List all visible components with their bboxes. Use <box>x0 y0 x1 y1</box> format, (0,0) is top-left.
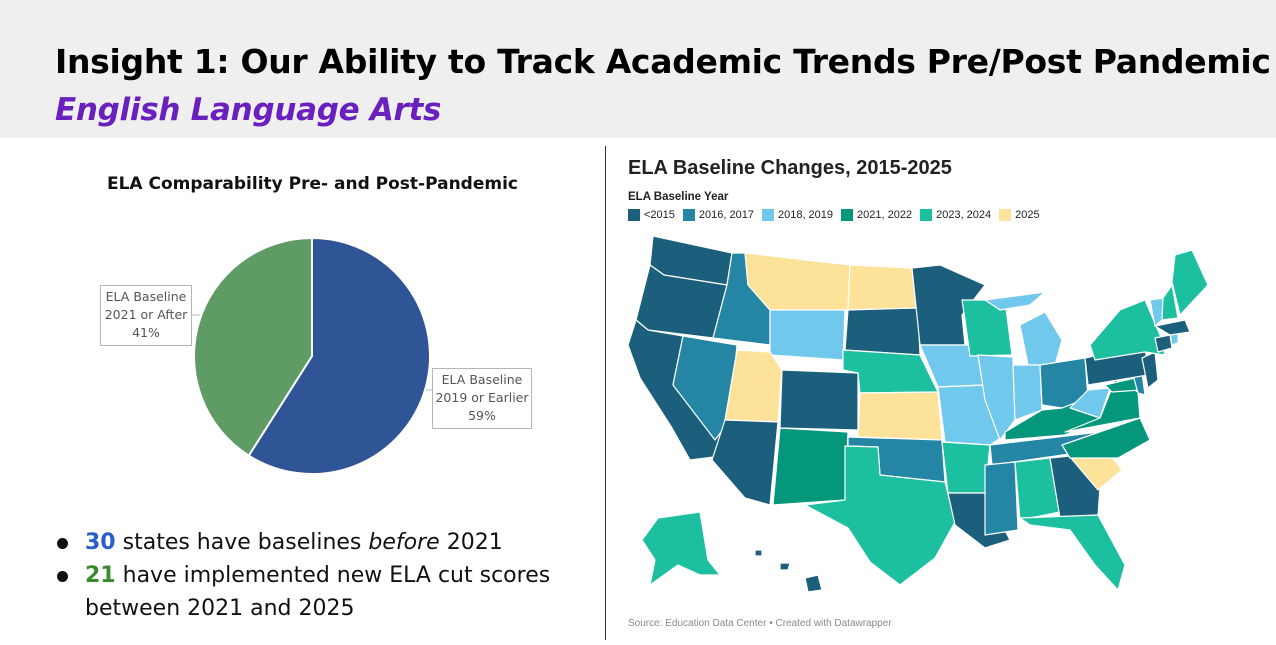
map-legend-title: ELA Baseline Year <box>628 191 729 203</box>
pie-chart <box>190 236 432 475</box>
us-state-map <box>627 235 1209 593</box>
legend-swatch <box>841 209 854 221</box>
callout-line: ELA Baseline <box>105 289 187 304</box>
state-nc[interactable] <box>1061 417 1151 459</box>
map-legend: <2015 2016, 2017 2018, 2019 2021, 2022 2… <box>628 209 1040 221</box>
vertical-divider <box>605 146 606 640</box>
state-co[interactable] <box>779 369 859 431</box>
legend-swatch <box>761 209 774 221</box>
pie-chart-title: ELA Comparability Pre- and Post-Pandemic <box>106 174 518 194</box>
callout-percent: 59% <box>468 408 496 423</box>
slide-header: Insight 1: Our Ability to Track Academic… <box>0 0 1276 138</box>
slide-subtitle: English Language Arts <box>55 92 442 128</box>
state-nh[interactable] <box>1161 284 1179 321</box>
summary-bullets: 30 states have baselines before 2021 21 … <box>55 526 595 625</box>
legend-swatch <box>682 209 695 221</box>
state-wy[interactable] <box>769 309 846 361</box>
legend-swatch <box>999 209 1012 221</box>
legend-item: 2016, 2017 <box>682 209 754 221</box>
legend-label: 2021, 2022 <box>857 209 913 221</box>
callout-line: 2019 or Earlier <box>435 390 529 405</box>
legend-item: 2023, 2024 <box>920 209 991 221</box>
legend-label: <2015 <box>644 209 675 221</box>
legend-item: 2025 <box>999 209 1040 221</box>
state-ut[interactable] <box>724 349 783 423</box>
legend-item: 2021, 2022 <box>841 209 912 221</box>
legend-label: 2016, 2017 <box>698 209 754 221</box>
legend-label: 2018, 2019 <box>777 209 834 221</box>
state-az[interactable] <box>711 419 779 506</box>
state-sd[interactable] <box>844 307 921 356</box>
state-ma[interactable] <box>1154 319 1191 336</box>
state-ms[interactable] <box>984 461 1019 536</box>
bullet-text: have implemented new ELA cut scores betw… <box>85 563 551 621</box>
state-nd[interactable] <box>847 264 919 311</box>
state-fl[interactable] <box>1019 514 1126 591</box>
legend-item: 2018, 2019 <box>761 209 834 221</box>
legend-swatch <box>920 209 933 221</box>
state-nm[interactable] <box>772 427 849 506</box>
state-ct[interactable] <box>1154 334 1173 353</box>
state-tx[interactable] <box>804 445 956 586</box>
state-la[interactable] <box>947 492 1011 549</box>
bullet-number: 30 <box>85 530 116 555</box>
state-nj[interactable] <box>1141 351 1159 389</box>
pie-callout-2019-or-earlier: ELA Baseline 2019 or Earlier 59% <box>432 368 532 429</box>
pie-slice-pre-pandemic <box>247 236 431 475</box>
bullet-number: 21 <box>85 563 116 588</box>
legend-item: <2015 <box>628 209 675 221</box>
bullet-text: 2021 <box>446 530 503 555</box>
state-mi[interactable] <box>984 291 1063 366</box>
pie-callout-2021-or-after: ELA Baseline 2021 or After 41% <box>100 285 192 346</box>
legend-label: 2025 <box>1015 209 1040 221</box>
state-ak[interactable] <box>641 511 721 586</box>
state-in[interactable] <box>1012 364 1043 421</box>
state-hi[interactable] <box>754 549 823 593</box>
map-title: ELA Baseline Changes, 2015-2025 <box>628 157 952 179</box>
map-source-note: Source: Education Data Center • Created … <box>628 618 892 629</box>
pie-slice-post-pandemic <box>193 236 313 458</box>
callout-line: 2021 or After <box>104 307 188 322</box>
slide-title: Insight 1: Our Ability to Track Academic… <box>55 42 1271 81</box>
state-me[interactable] <box>1171 249 1209 316</box>
bullet-text: states have baselines <box>122 530 362 555</box>
legend-label: 2023, 2024 <box>936 209 992 221</box>
bullet-item: 21 have implemented new ELA cut scores b… <box>55 559 595 625</box>
legend-swatch <box>628 209 640 221</box>
bullet-item: 30 states have baselines before 2021 <box>55 526 595 559</box>
state-ks[interactable] <box>857 391 943 441</box>
callout-line: ELA Baseline <box>441 372 523 387</box>
bullet-emphasis: before <box>368 530 440 555</box>
callout-percent: 41% <box>132 325 160 340</box>
state-ar[interactable] <box>941 441 991 494</box>
